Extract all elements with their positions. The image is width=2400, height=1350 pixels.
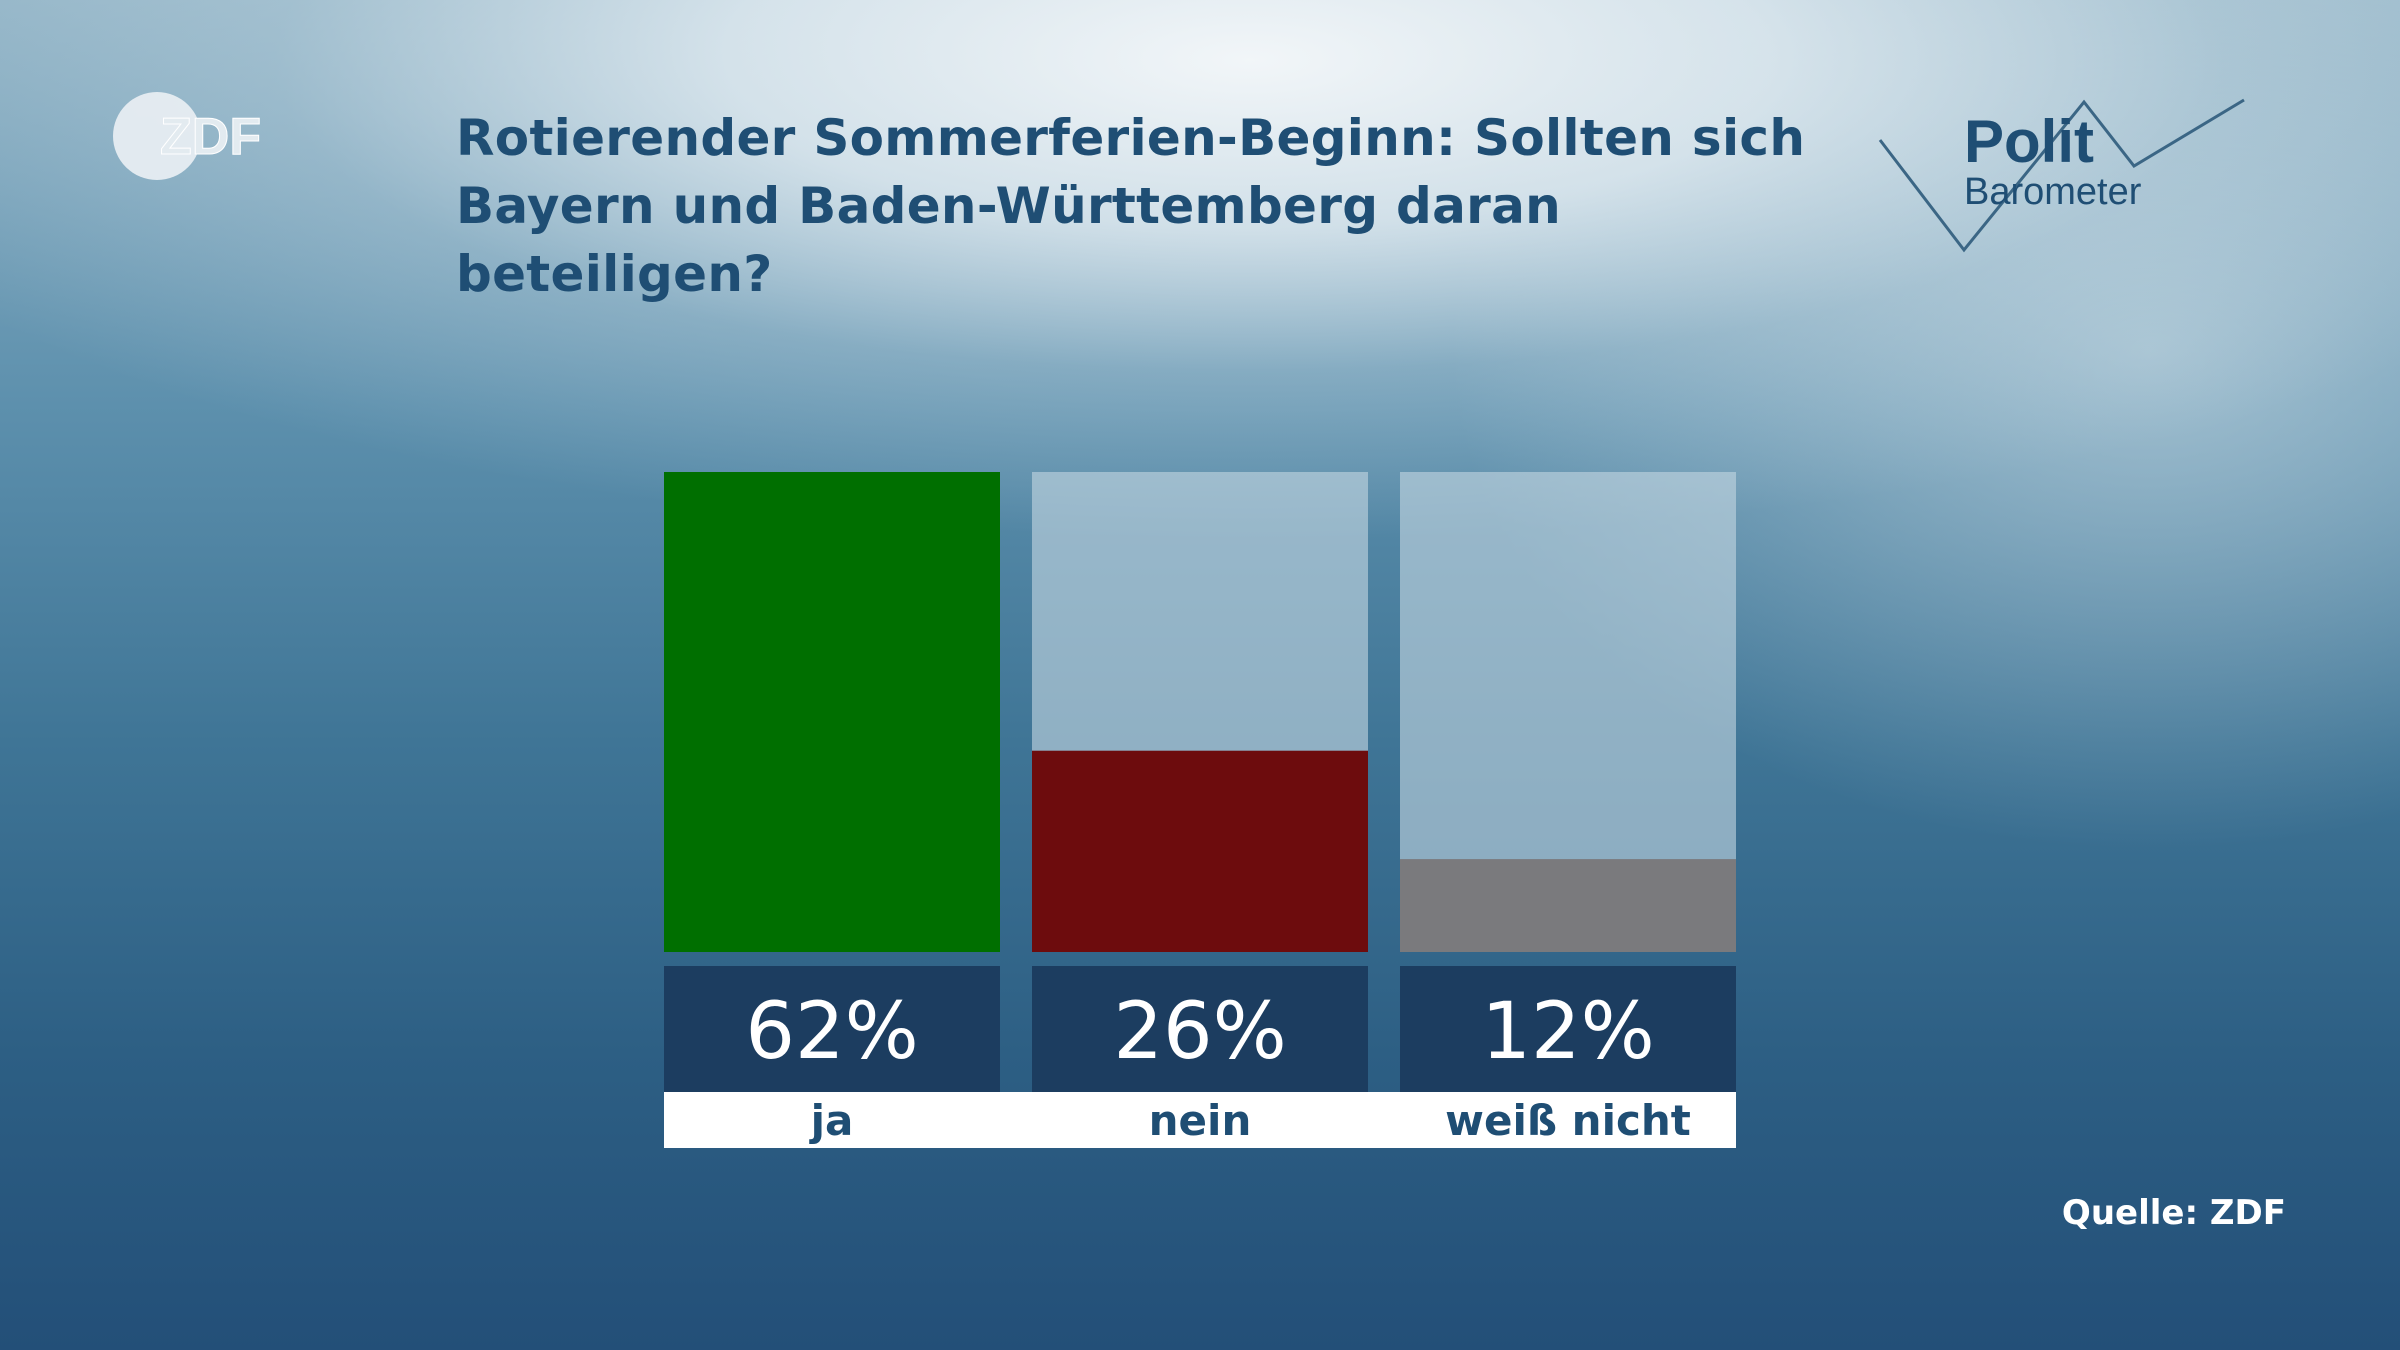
barometer-logo-text: Barometer (1964, 171, 2142, 213)
category-label: nein (1149, 1096, 1252, 1145)
bar-nein (1032, 750, 1368, 952)
zdf-logo: ZDF (113, 92, 262, 180)
value-label-box (1032, 966, 1368, 1092)
source-note: Quelle: ZDF (2061, 1193, 2286, 1233)
value-label: 12% (1481, 987, 1654, 1077)
politbarometer-logo: Polit Barometer (1878, 98, 2245, 253)
polit-logo-text: Polit (1964, 108, 2094, 175)
category-label-strip (664, 1092, 1736, 1148)
chart-title-line-2: Bayern und Baden-Württemberg daran betei… (456, 177, 1562, 303)
chart-title-line-1: Rotierender Sommerferien-Beginn: Sollten… (456, 109, 1806, 167)
value-label: 62% (745, 987, 918, 1077)
bar-weiss-nicht (1400, 859, 1736, 952)
value-label: 26% (1113, 987, 1286, 1077)
value-label-box (664, 966, 1000, 1092)
value-label-box (1400, 966, 1736, 1092)
category-label: ja (809, 1096, 854, 1145)
bar-ja (664, 472, 1000, 952)
category-label: weiß nicht (1445, 1096, 1691, 1145)
zdf-logo-text: ZDF (160, 108, 261, 166)
chart-title: Rotierender Sommerferien-Beginn: Sollten… (456, 104, 1836, 308)
